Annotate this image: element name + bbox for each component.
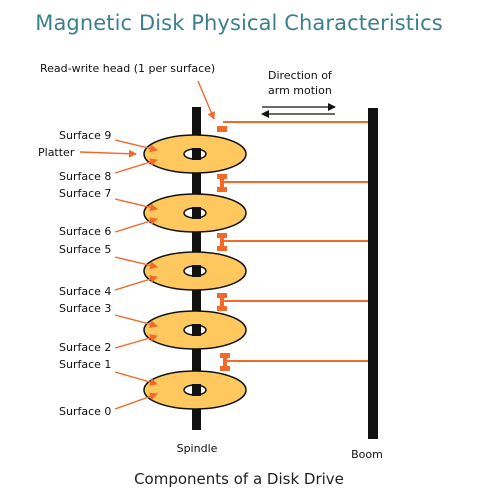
platter [143,193,247,233]
surface-label-4: Surface 4 [59,285,111,298]
pointer-surface-1 [114,371,158,386]
pointer-surface-2 [114,334,158,349]
pointer-head [197,80,215,120]
platter [143,370,247,410]
actuator-arms [223,121,368,362]
surface-label-7: Surface 7 [59,187,111,200]
head-pair [217,293,227,311]
platter [143,251,247,291]
label-pointers [79,80,215,410]
pointer-platter [79,149,137,158]
surface-label-5: Surface 5 [59,243,111,256]
boom-label: Boom [351,448,383,461]
direction-label-line1: Direction of [268,69,333,82]
surface-label-1: Surface 1 [59,358,111,371]
platter [143,310,247,350]
platter-label: Platter [38,146,75,159]
direction-arrows [261,103,336,118]
pointer-surface-8 [114,158,158,174]
pointer-surface-6 [114,217,158,233]
direction-label-line2: arm motion [268,84,332,97]
pointer-surface-0 [114,392,158,410]
diagram-caption: Components of a Disk Drive [134,470,344,488]
surface-label-8: Surface 8 [59,170,111,183]
spindle-label: Spindle [177,442,218,455]
head-pair [217,174,227,192]
pointer-surface-7 [114,198,158,212]
platter-stack [143,134,247,410]
surface-label-6: Surface 6 [59,225,111,238]
surface-label-2: Surface 2 [59,341,111,354]
head-pair [217,233,227,251]
surface-label-0: Surface 0 [59,405,111,418]
diagram-title: Magnetic Disk Physical Characteristics [35,11,443,35]
pointer-surface-9 [114,139,158,153]
head-pair [220,353,230,371]
platter [143,134,247,174]
pointer-surface-5 [114,256,158,270]
surface-label-3: Surface 3 [59,302,111,315]
pointer-surface-3 [114,314,158,329]
pointer-surface-4 [114,275,158,291]
head [217,126,227,132]
head-label: Read-write head (1 per surface) [40,62,215,75]
read-write-heads [217,126,230,371]
surface-label-9: Surface 9 [59,129,111,142]
boom-bar [368,108,378,439]
